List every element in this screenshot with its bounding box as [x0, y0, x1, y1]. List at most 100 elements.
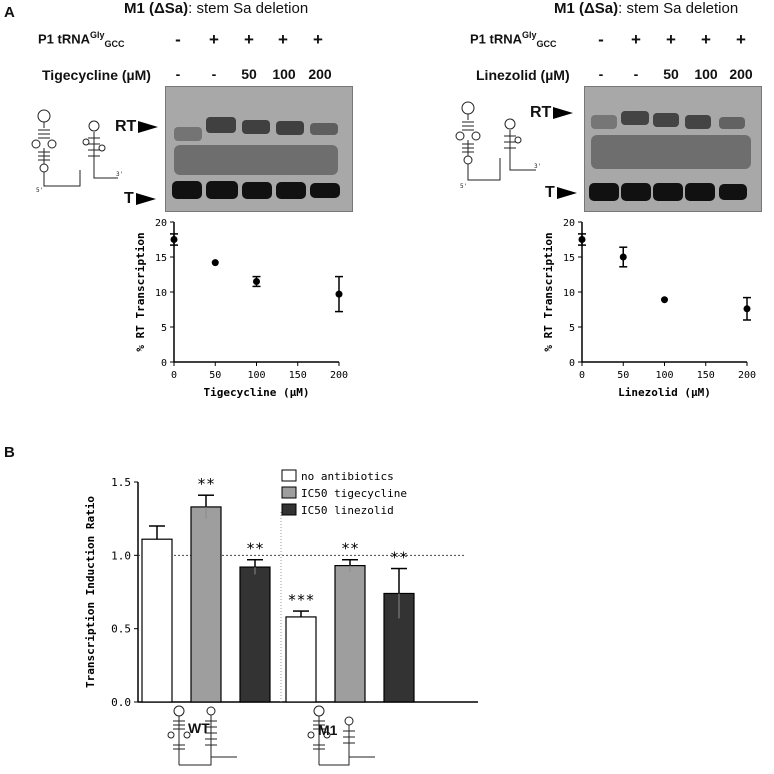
svg-text:5': 5' [36, 187, 43, 194]
x-tick-label: 200 [330, 370, 348, 381]
y-tick-label: 20 [155, 218, 167, 229]
right-rt-marker: RT [530, 104, 574, 122]
x-tick-label: 0 [579, 370, 585, 381]
bar-wt-2 [239, 566, 271, 703]
x-tick-label: 100 [655, 370, 673, 381]
left-row2-label: Tigecycline (µM) [42, 67, 151, 83]
significance-marker: ** [390, 549, 408, 567]
right-trna-schematic-icon: 5' 3' [455, 101, 541, 190]
y-axis-label: % RT Transcription [134, 232, 147, 351]
data-point [743, 305, 751, 313]
x-axis-label: Tigecycline (µM) [204, 386, 310, 399]
x-tick-label: 50 [209, 370, 221, 381]
significance-marker: *** [287, 591, 314, 609]
legend-swatch-0 [281, 469, 297, 482]
data-point [661, 296, 668, 304]
right-sign-5: + [736, 30, 746, 49]
left-conc-1: - [175, 66, 181, 82]
y-tick-label: 15 [563, 253, 575, 264]
panel-b-label: B [4, 444, 15, 461]
y-tick-label: 0.0 [111, 696, 131, 709]
left-sign-4: + [278, 30, 288, 49]
right-gel-image [584, 86, 762, 212]
left-conc-4: 100 [272, 66, 296, 82]
right-conc-2: - [633, 66, 639, 82]
left-sign-5: + [313, 30, 323, 49]
y-tick-label: 0 [161, 358, 167, 369]
left-sign-3: + [244, 30, 254, 49]
data-point [619, 253, 627, 261]
significance-marker: ** [197, 475, 215, 493]
x-tick-label: 100 [247, 370, 265, 381]
svg-text:5': 5' [460, 183, 467, 190]
left-trna-schematic-icon: 5' 3' [31, 109, 123, 194]
y-axis-label: Transcription Induction Ratio [84, 496, 97, 688]
panel-a-label: A [4, 4, 15, 21]
right-sign-1: - [598, 30, 604, 49]
data-point [170, 236, 178, 243]
left-t-marker: T [124, 190, 156, 208]
data-point [211, 259, 219, 267]
right-title: M1 (ΔSa): stem Sa deletion [554, 0, 739, 17]
right-conc-4: 100 [694, 66, 718, 82]
right-conc-3: 50 [663, 66, 679, 82]
y-tick-label: 0 [569, 358, 575, 369]
right-sign-4: + [701, 30, 711, 49]
x-tick-label: 150 [289, 370, 307, 381]
y-tick-label: 0.5 [111, 623, 131, 636]
left-conc-5: 200 [308, 66, 332, 82]
y-tick-label: 10 [155, 288, 167, 299]
left-title: M1 (ΔSa): stem Sa deletion [124, 0, 309, 17]
bar-wt-1 [190, 506, 222, 703]
bar-m1-0 [285, 616, 317, 703]
right-row2-label: Linezolid (µM) [476, 67, 570, 83]
left-sign-2: + [209, 30, 219, 49]
left-conc-2: - [211, 66, 217, 82]
wt-label: WT [188, 720, 210, 736]
left-row1-label: P1 tRNAGlyGCC [38, 30, 125, 49]
x-tick-label: 0 [171, 370, 177, 381]
legend-swatch-2 [281, 503, 297, 516]
significance-marker: ** [246, 540, 264, 558]
right-conc-5: 200 [729, 66, 753, 82]
legend-swatch-1 [281, 486, 297, 499]
data-point [335, 290, 343, 298]
legend-label-2: IC50 linezolid [301, 504, 394, 517]
x-axis-label: Linezolid (µM) [618, 386, 711, 399]
data-point [253, 278, 260, 285]
wt-trna-structure-icon [167, 705, 237, 766]
y-tick-label: 20 [563, 218, 575, 229]
y-tick-label: 5 [569, 323, 575, 334]
right-row1-label: P1 tRNAGlyGCC [470, 30, 557, 49]
left-conc-3: 50 [241, 66, 257, 82]
legend-label-1: IC50 tigecycline [301, 487, 407, 500]
right-sign-2: + [631, 30, 641, 49]
x-tick-label: 50 [617, 370, 629, 381]
svg-text:3': 3' [116, 171, 123, 178]
y-tick-label: 15 [155, 253, 167, 264]
left-rt-marker: RT [115, 118, 159, 136]
m1-trna-structure-icon [307, 705, 375, 766]
x-tick-label: 150 [697, 370, 715, 381]
svg-text:3': 3' [534, 163, 541, 170]
y-tick-label: 10 [563, 288, 575, 299]
y-tick-label: 5 [161, 323, 167, 334]
m1-label: M1 [318, 722, 338, 738]
x-tick-label: 200 [738, 370, 756, 381]
significance-marker: ** [341, 540, 359, 558]
bar-m1-1 [334, 564, 366, 703]
induction-bar-chart: 0.0 0.5 1.0 1.5 Transcription Induction Rati… [84, 469, 478, 709]
right-t-marker: T [545, 184, 577, 202]
y-tick-label: 1.5 [111, 476, 131, 489]
legend-label-0: no antibiotics [301, 470, 394, 483]
right-sign-3: + [666, 30, 676, 49]
y-tick-label: 1.0 [111, 549, 131, 562]
right-conc-1: - [598, 66, 604, 82]
left-gel-image [165, 86, 353, 212]
left-sign-1: - [175, 30, 181, 49]
y-axis-label: % RT Transcription [542, 232, 555, 351]
bar-wt-0 [141, 538, 173, 703]
data-point [578, 236, 586, 243]
